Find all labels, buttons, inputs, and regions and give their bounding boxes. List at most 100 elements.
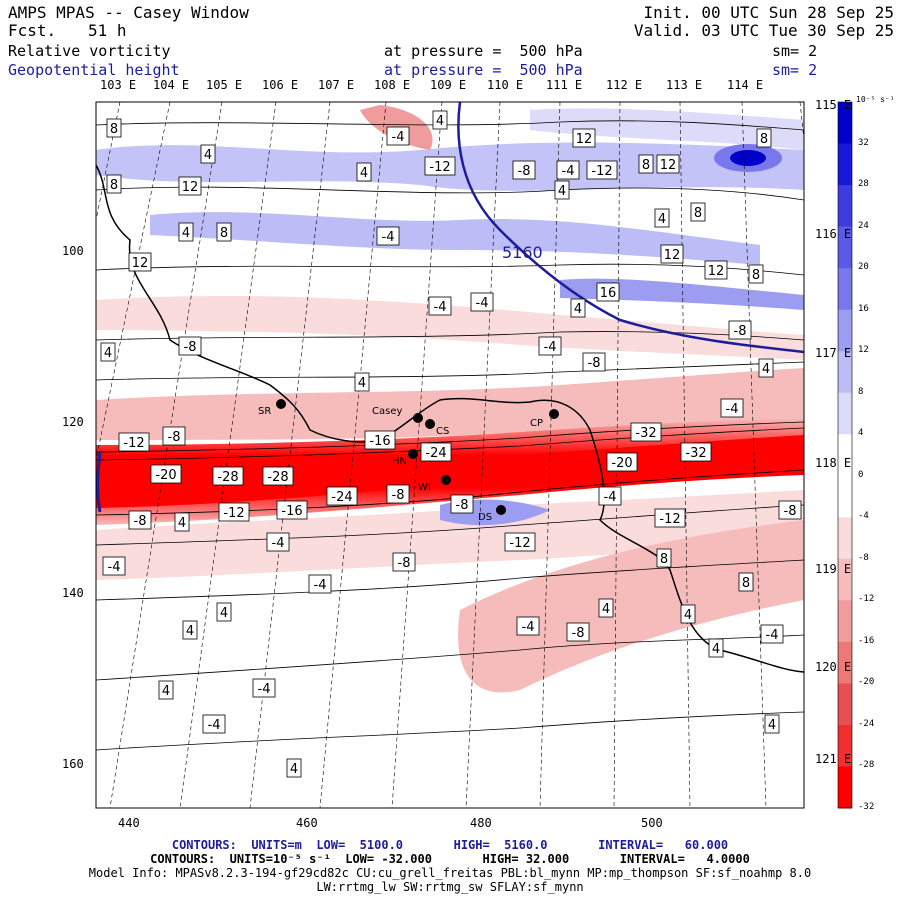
contour-value-label: 8 <box>690 202 706 222</box>
station-label: SR <box>258 406 271 417</box>
plot-area: 5160 SR Casey CS CP HN WI DS 8 4 8 12 4 8 12 4 4… <box>96 102 804 808</box>
colorbar-swatch <box>838 143 852 186</box>
lon-label: 106 E <box>262 78 299 92</box>
svg-text:-8: -8 <box>184 340 197 355</box>
lon-label: 109 E <box>430 78 467 92</box>
station-label: WI <box>418 482 431 493</box>
init-time: Init. 00 UTC Sun 28 Sep 25 <box>643 3 894 22</box>
svg-text:4: 4 <box>186 624 194 639</box>
station-marker <box>496 505 506 515</box>
field2-sm: sm= 2 <box>772 61 818 79</box>
contour-value-label: -24 <box>326 486 358 506</box>
svg-text:12: 12 <box>708 264 725 279</box>
svg-text:-8: -8 <box>734 324 747 339</box>
svg-text:-4: -4 <box>314 578 327 593</box>
vorticity-fill-positive <box>530 108 804 150</box>
station-marker <box>413 413 423 423</box>
station-label: Casey <box>372 406 402 417</box>
svg-text:8: 8 <box>642 158 650 173</box>
contour-value-label: 12 <box>704 260 728 280</box>
contour-value-label: -8 <box>128 510 152 530</box>
svg-text:12: 12 <box>132 256 149 271</box>
contour-value-label: -4 <box>470 292 494 312</box>
vorticity-max <box>730 150 766 166</box>
colorbar-tick: 24 <box>858 220 869 231</box>
contour-value-label: -8 <box>450 494 474 514</box>
contour-value-label: -4 <box>386 126 410 146</box>
footer-physics-info: LW:rrtmg_lw SW:rrtmg_sw SFLAY:sf_mynn <box>316 880 584 894</box>
contour-value-label: 8 <box>106 174 122 194</box>
contour-value-label: -4 <box>598 486 622 506</box>
contour-value-label: 8 <box>756 128 772 148</box>
contour-value-label: 4 <box>354 372 370 392</box>
x-axis-label: 480 <box>470 816 492 830</box>
contour-value-label: -4 <box>516 616 540 636</box>
colorbar-swatch <box>838 309 852 352</box>
svg-text:12: 12 <box>660 158 677 173</box>
svg-text:12: 12 <box>576 132 593 147</box>
field1-sm: sm= 2 <box>772 42 818 60</box>
colorbar-tick: 16 <box>858 303 869 314</box>
contour-value-label: 4 <box>216 602 232 622</box>
station-marker <box>549 409 559 419</box>
svg-text:4: 4 <box>574 302 582 317</box>
svg-text:4: 4 <box>290 762 298 777</box>
contour-value-label: -20 <box>606 452 638 472</box>
lat-label: 117 E <box>815 346 852 360</box>
contour-value-label: 4 <box>356 162 372 182</box>
lon-label: 103 E <box>100 78 137 92</box>
svg-text:4: 4 <box>360 166 368 181</box>
contour-value-label: -4 <box>266 532 290 552</box>
contour-value-label: -4 <box>376 226 400 246</box>
colorbar-swatch <box>838 683 852 726</box>
colorbar-swatch <box>838 268 852 311</box>
svg-text:-16: -16 <box>281 504 302 519</box>
contour-value-label: 4 <box>178 222 194 242</box>
svg-text:-28: -28 <box>267 470 288 485</box>
contour-value-label: -20 <box>150 464 182 484</box>
svg-text:8: 8 <box>694 206 702 221</box>
svg-text:-8: -8 <box>588 356 601 371</box>
svg-text:8: 8 <box>660 552 668 567</box>
colorbar-tick: 12 <box>858 345 869 356</box>
contour-value-label: 4 <box>554 180 570 200</box>
contour-value-label: -8 <box>512 160 536 180</box>
colorbar-swatch <box>838 766 852 809</box>
svg-text:-8: -8 <box>398 556 411 571</box>
svg-text:4: 4 <box>204 148 212 163</box>
lon-label: 113 E <box>666 78 703 92</box>
svg-text:-4: -4 <box>392 130 405 145</box>
svg-text:-4: -4 <box>522 620 535 635</box>
height-contour-left <box>96 451 102 513</box>
svg-text:8: 8 <box>110 178 118 193</box>
svg-text:-32: -32 <box>685 446 706 461</box>
contour-value-label: 8 <box>106 118 122 138</box>
colorbar-tick: -28 <box>858 760 875 771</box>
contour-value-label: 4 <box>708 638 724 658</box>
contour-value-label: 8 <box>216 222 232 242</box>
x-axis-label: 500 <box>641 816 663 830</box>
contour-value-label: -16 <box>364 430 396 450</box>
lon-label: 114 E <box>727 78 764 92</box>
contour-value-label: 8 <box>748 264 764 284</box>
forecast-label: Fcst. <box>8 21 57 40</box>
contour-value-label: -4 <box>556 160 580 180</box>
height-contour-label: 5160 <box>502 243 543 262</box>
station-marker <box>276 399 286 409</box>
lat-label: 116 E <box>815 227 852 241</box>
svg-text:4: 4 <box>768 718 776 733</box>
colorbar-swatch <box>838 185 852 228</box>
station-marker <box>408 449 418 459</box>
svg-text:-32: -32 <box>635 426 656 441</box>
svg-text:-12: -12 <box>223 506 244 521</box>
colorbar-swatch <box>838 475 852 518</box>
forecast-value: 51 h <box>88 21 127 40</box>
svg-text:-8: -8 <box>168 430 181 445</box>
lon-label: 108 E <box>374 78 411 92</box>
station-label: HN <box>392 456 407 467</box>
contour-labels: 8 4 8 12 4 8 12 4 4 -4 -12 -4 -4 12 -8 -12 4 8 12 8 8 4 12 12 16… <box>100 110 802 778</box>
svg-text:-4: -4 <box>208 718 221 733</box>
station-label: CP <box>530 418 543 429</box>
svg-text:4: 4 <box>182 226 190 241</box>
